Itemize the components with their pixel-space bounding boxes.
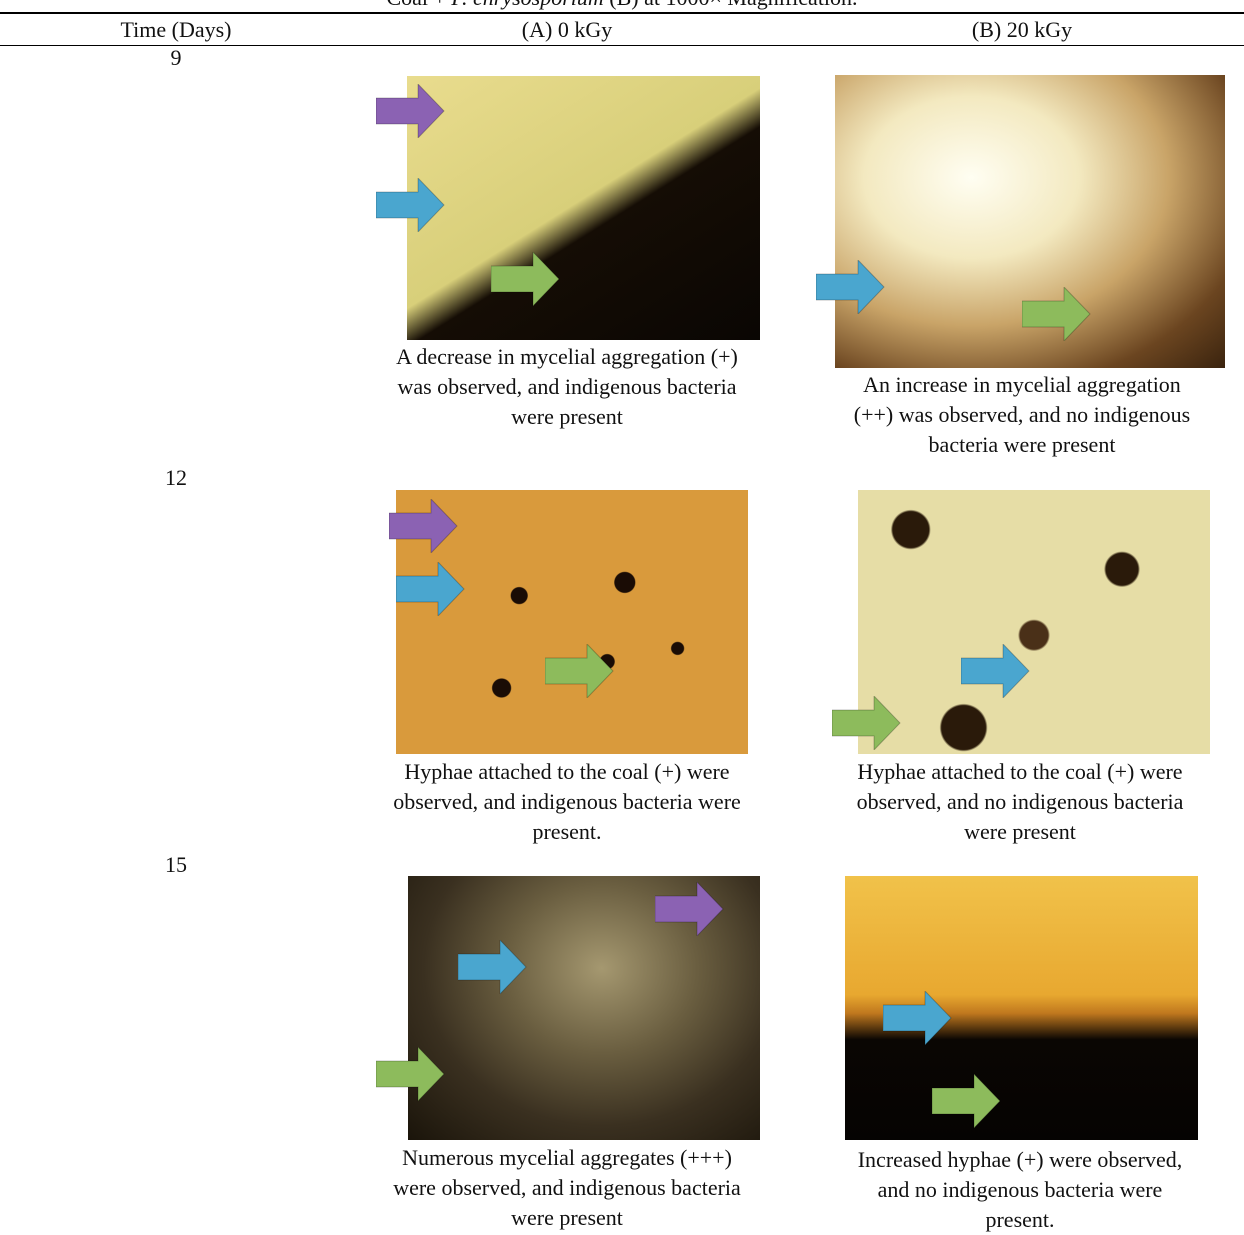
title-text: (B) at 1000× Magnification. xyxy=(604,0,857,10)
title-species: P. chrysosporium xyxy=(451,0,603,10)
arrow-shape xyxy=(961,644,1030,698)
caption: A decrease in mycelial aggregation (+) wa… xyxy=(396,342,738,432)
caption-line: observed, and indigenous bacteria were xyxy=(393,789,741,814)
arrow xyxy=(389,499,458,553)
caption-line: were present xyxy=(511,404,623,429)
arrow-shape xyxy=(883,991,952,1045)
caption: Increased hyphae (+) were observed, and n… xyxy=(858,1145,1183,1235)
caption-line: were present xyxy=(511,1205,623,1230)
arrow-shape xyxy=(545,644,614,698)
arrow xyxy=(816,260,885,314)
arrow-shape xyxy=(932,1074,1001,1128)
caption-line: observed, and no indigenous bacteria xyxy=(856,789,1184,814)
day-label: 9 xyxy=(170,45,182,70)
caption-line: present. xyxy=(985,1207,1055,1232)
arrow-shape xyxy=(832,696,901,750)
arrow-shape xyxy=(458,940,527,994)
arrow-shape xyxy=(491,252,560,306)
arrow xyxy=(396,562,465,616)
arrow xyxy=(883,991,952,1045)
caption: Hyphae attached to the coal (+) were obse… xyxy=(857,757,1184,847)
arrow xyxy=(1022,287,1091,341)
caption-line: A decrease in mycelial aggregation (+) xyxy=(396,344,738,369)
column-header: (A) 0 kGy xyxy=(521,17,613,42)
arrow xyxy=(376,84,445,138)
caption: Hyphae attached to the coal (+) were obse… xyxy=(393,757,741,847)
day-label: 15 xyxy=(165,852,187,877)
micrograph xyxy=(407,76,760,340)
caption: Numerous mycelial aggregates (+++) were o… xyxy=(393,1143,741,1233)
caption-line: An increase in mycelial aggregation xyxy=(863,372,1181,397)
arrow-shape xyxy=(396,562,465,616)
caption-line: (++) was observed, and no indigenous xyxy=(853,402,1191,427)
column-header: Time (Days) xyxy=(120,17,232,42)
caption-line: Hyphae attached to the coal (+) were xyxy=(857,759,1183,784)
arrow-shape xyxy=(376,84,445,138)
column-header: (B) 20 kGy xyxy=(971,17,1073,42)
title-text: Coal + xyxy=(386,0,451,10)
arrow-shape xyxy=(376,178,445,232)
table-title: Coal + P. chrysosporium (B) at 1000× Mag… xyxy=(386,0,857,13)
caption-line: Increased hyphae (+) were observed, xyxy=(857,1147,1183,1172)
micrograph xyxy=(396,490,748,754)
arrow-shape xyxy=(376,1047,445,1101)
arrow-shape xyxy=(655,882,724,936)
arrow xyxy=(961,644,1030,698)
micrograph xyxy=(858,490,1210,754)
arrow xyxy=(932,1074,1001,1128)
caption: An increase in mycelial aggregation (++) … xyxy=(854,370,1190,460)
arrow-shape xyxy=(1022,287,1091,341)
caption-line: Hyphae attached to the coal (+) were xyxy=(404,759,730,784)
header-rule xyxy=(0,45,1244,46)
day-label: 12 xyxy=(165,465,187,490)
caption-line: and no indigenous bacteria were xyxy=(877,1177,1163,1202)
caption-line: were observed, and indigenous bacteria xyxy=(393,1175,741,1200)
arrow xyxy=(376,178,445,232)
arrow-shape xyxy=(389,499,458,553)
arrow xyxy=(491,252,560,306)
arrow xyxy=(655,882,724,936)
arrow xyxy=(832,696,901,750)
arrow xyxy=(376,1047,445,1101)
caption-line: present. xyxy=(532,819,602,844)
arrow-shape xyxy=(816,260,885,314)
arrow xyxy=(545,644,614,698)
arrow xyxy=(458,940,527,994)
top-rule xyxy=(0,12,1244,14)
caption-line: were present xyxy=(964,819,1076,844)
caption-line: was observed, and indigenous bacteria xyxy=(397,374,737,399)
caption-line: Numerous mycelial aggregates (+++) xyxy=(402,1145,732,1170)
caption-line: bacteria were present xyxy=(928,432,1116,457)
